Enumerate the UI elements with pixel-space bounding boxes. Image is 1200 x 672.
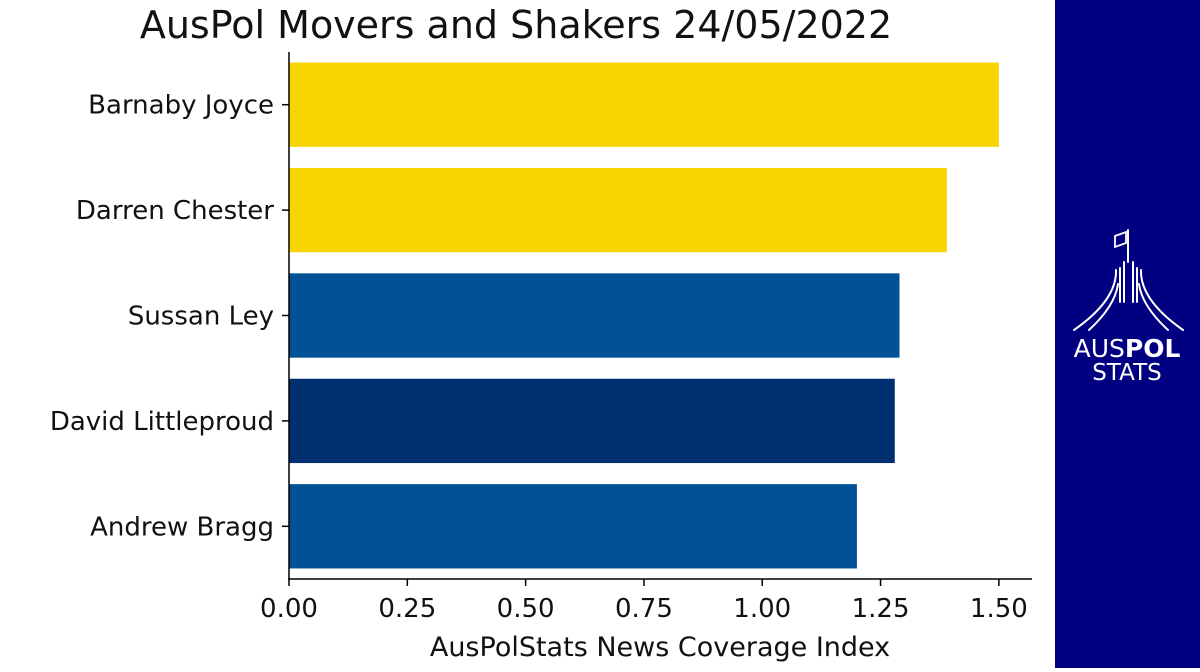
logo-text-pol: POL bbox=[1125, 334, 1181, 363]
x-tick-label: 0.50 bbox=[497, 594, 555, 624]
category-labels: Barnaby Joyce Darren Chester Sussan Ley Dav… bbox=[50, 91, 289, 542]
logo-text-line2: STATS bbox=[1092, 360, 1161, 386]
bar bbox=[289, 273, 900, 358]
category-label: Sussan Ley bbox=[128, 302, 274, 332]
x-tick-label: 0.75 bbox=[615, 594, 673, 624]
x-axis-title: AusPolStats News Coverage Index bbox=[430, 632, 890, 663]
logo-text-aus: AUS bbox=[1074, 334, 1125, 363]
bar bbox=[289, 378, 895, 464]
bar bbox=[289, 484, 857, 569]
x-tick-label: 1.00 bbox=[733, 594, 791, 624]
auspolstats-logo: AUSPOL STATS bbox=[1073, 229, 1184, 386]
x-tick-label: 0.00 bbox=[260, 594, 318, 624]
category-label: Darren Chester bbox=[76, 196, 274, 226]
logo-sidebar: AUSPOL STATS bbox=[1055, 0, 1200, 668]
category-label: David Littleproud bbox=[50, 407, 274, 437]
category-label: Andrew Bragg bbox=[90, 512, 274, 542]
x-tick-label: 0.25 bbox=[378, 594, 436, 624]
chart-title: AusPol Movers and Shakers 24/05/2022 bbox=[140, 3, 892, 47]
x-tick-label: 1.25 bbox=[852, 594, 910, 624]
x-axis-ticks: 0.00 0.25 0.50 0.75 1.00 1.25 1.50 bbox=[260, 579, 1028, 624]
bar bbox=[289, 167, 947, 253]
parliament-house-flag-icon bbox=[1073, 229, 1184, 331]
chart-area: AusPol Movers and Shakers 24/05/2022 Bar… bbox=[50, 3, 1032, 663]
bar bbox=[289, 62, 999, 147]
bars-group bbox=[289, 62, 999, 569]
x-tick-label: 1.50 bbox=[970, 594, 1028, 624]
logo-text-line1: AUSPOL bbox=[1074, 334, 1181, 363]
category-label: Barnaby Joyce bbox=[88, 91, 274, 121]
